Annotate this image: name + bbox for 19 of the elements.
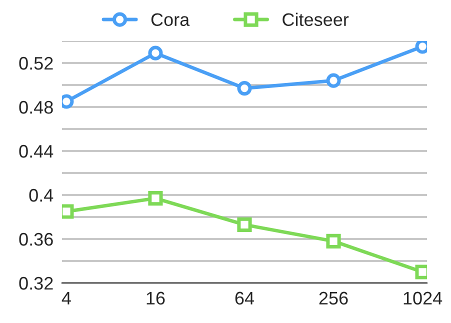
point	[237, 81, 252, 96]
y-tick-label: 0.36	[19, 232, 53, 246]
y-tick-label: 0.4	[29, 188, 54, 202]
y-tick-label: 0.32	[19, 276, 53, 290]
point	[326, 234, 341, 248]
point	[148, 46, 163, 60]
x-tick-label: 4	[62, 292, 71, 304]
x-tick-label: 16	[146, 292, 165, 305]
legend-label: Citeseer	[282, 12, 349, 26]
point	[326, 73, 341, 88]
y-tick-label: 0.44	[19, 144, 54, 158]
x-tick-label: 256	[319, 292, 348, 305]
y-tick-label: 0.48	[19, 100, 53, 114]
x-tick-label: 64	[235, 292, 254, 305]
point	[148, 191, 163, 206]
point	[237, 217, 252, 232]
x-tick-label: 1024	[404, 292, 442, 305]
y-tick-label: 0.52	[19, 56, 53, 70]
legend-label: Cora	[151, 13, 190, 26]
